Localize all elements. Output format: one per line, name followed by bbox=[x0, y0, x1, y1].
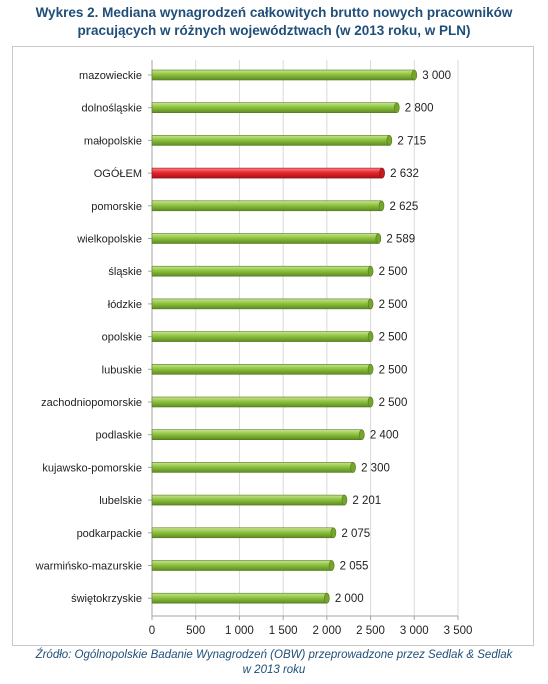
value-label: 3 000 bbox=[422, 70, 451, 82]
bar bbox=[151, 233, 379, 244]
bar-chart: 0 500 1 000 1 500 2 000 2 500 3 000 3 500 mazowi… bbox=[35, 60, 473, 637]
chart-frame bbox=[12, 46, 534, 646]
chart-title-line-1: Wykres 2. Mediana wynagrodzeń całkowityc… bbox=[35, 5, 513, 20]
bar-end-cap bbox=[367, 298, 374, 310]
source-line-2: w 2013 roku bbox=[242, 664, 306, 676]
category-label: łódzkie bbox=[108, 299, 142, 311]
bar bbox=[151, 298, 371, 310]
category-label: warmińsko-mazurskie bbox=[35, 561, 142, 573]
x-tick-label: 3 000 bbox=[400, 625, 429, 637]
bar-end-cap bbox=[367, 363, 374, 375]
bar-end-cap bbox=[324, 592, 330, 604]
bar bbox=[151, 494, 345, 506]
category-label: pomorskie bbox=[91, 201, 142, 213]
category-label: podlaskie bbox=[96, 430, 142, 442]
bar-end-cap bbox=[411, 69, 418, 81]
bar-highlight bbox=[151, 167, 383, 179]
chart-title: Wykres 2. Mediana wynagrodzeń całkowityc… bbox=[0, 4, 548, 40]
bar-end-cap bbox=[359, 429, 365, 441]
bar-end-cap bbox=[367, 396, 374, 408]
bar-end-cap bbox=[328, 560, 335, 571]
value-label: 2 201 bbox=[352, 495, 381, 507]
category-label: lubuskie bbox=[102, 364, 142, 376]
value-label: 2 500 bbox=[379, 266, 408, 278]
value-label: 2 500 bbox=[379, 364, 408, 376]
bar bbox=[151, 396, 371, 408]
bar bbox=[151, 462, 354, 473]
value-label: 2 500 bbox=[379, 332, 408, 344]
bar bbox=[151, 560, 332, 571]
bar bbox=[151, 102, 398, 113]
x-tick-label: 3 500 bbox=[444, 625, 473, 637]
category-label: opolskie bbox=[102, 332, 142, 344]
bar bbox=[151, 265, 371, 277]
bar-end-cap bbox=[378, 200, 385, 212]
chart-title-line-2: pracujących w różnych województwach (w 2… bbox=[77, 23, 471, 38]
x-tick-label: 2 500 bbox=[356, 625, 385, 637]
bar bbox=[151, 200, 382, 212]
category-label: podkarpackie bbox=[77, 528, 142, 540]
source-line-1: Źródło: Ogólnopolskie Badanie Wynagrodze… bbox=[35, 649, 513, 661]
value-label: 2 625 bbox=[390, 201, 419, 213]
x-tick-label: 0 bbox=[149, 625, 155, 637]
x-tick-label: 1 000 bbox=[225, 625, 254, 637]
bar-end-cap bbox=[375, 233, 382, 244]
value-label: 2 075 bbox=[341, 528, 370, 540]
category-label: zachodniopomorskie bbox=[41, 397, 142, 409]
bar bbox=[151, 69, 415, 81]
source-note: Źródło: Ogólnopolskie Badanie Wynagrodze… bbox=[0, 648, 548, 678]
category-label: wielkopolskie bbox=[76, 234, 142, 246]
category-label: świętokrzyskie bbox=[71, 593, 142, 605]
bar bbox=[151, 363, 371, 375]
value-label: 2 800 bbox=[405, 103, 434, 115]
value-label: 2 632 bbox=[390, 168, 419, 180]
bar-end-cap bbox=[350, 462, 356, 473]
bar bbox=[151, 592, 328, 604]
value-label: 2 000 bbox=[335, 593, 364, 605]
bar-end-cap bbox=[386, 135, 393, 146]
bar bbox=[151, 331, 371, 342]
bar bbox=[151, 527, 334, 539]
category-label: kujawsko-pomorskie bbox=[42, 462, 142, 474]
value-label: 2 055 bbox=[340, 561, 369, 573]
value-label: 2 400 bbox=[370, 430, 399, 442]
value-label: 2 589 bbox=[386, 234, 415, 246]
value-label: 2 500 bbox=[379, 299, 408, 311]
bar-end-cap bbox=[367, 265, 374, 277]
bar bbox=[151, 429, 363, 441]
bar-end-cap bbox=[330, 527, 337, 539]
bar-end-cap bbox=[393, 102, 400, 113]
bar-end-cap bbox=[341, 494, 348, 506]
value-label: 2 300 bbox=[361, 462, 390, 474]
bar-end-cap bbox=[367, 331, 374, 342]
category-label: mazowieckie bbox=[79, 70, 142, 82]
category-label: małopolskie bbox=[84, 135, 142, 147]
bar-end-cap bbox=[379, 167, 385, 179]
value-label: 2 715 bbox=[397, 135, 426, 147]
category-label: dolnośląskie bbox=[81, 103, 142, 115]
value-label: 2 500 bbox=[379, 397, 408, 409]
bar bbox=[151, 135, 390, 146]
x-tick-label: 500 bbox=[186, 625, 205, 637]
category-label: śląskie bbox=[108, 266, 142, 278]
category-label: lubelskie bbox=[99, 495, 142, 507]
category-label: OGÓŁEM bbox=[94, 167, 142, 180]
x-tick-label: 2 000 bbox=[312, 625, 341, 637]
x-tick-label: 1 500 bbox=[269, 625, 298, 637]
